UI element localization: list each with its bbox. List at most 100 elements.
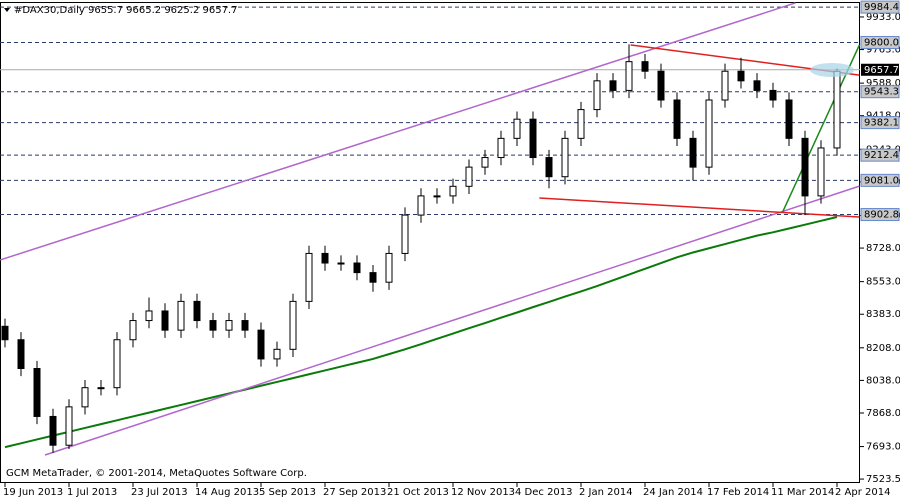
x-tick-label: 27 Sep 2013 bbox=[323, 487, 386, 498]
last-price-label: 9657.7 bbox=[864, 65, 899, 76]
x-tick-label: 2 Apr 2014 bbox=[835, 487, 890, 498]
level-label-box bbox=[860, 0, 900, 14]
candle-body bbox=[417, 195, 425, 216]
x-tick-label: 23 Jul 2013 bbox=[131, 487, 188, 498]
candle-body bbox=[689, 137, 697, 168]
candle-body bbox=[257, 329, 265, 360]
menu-arrow bbox=[4, 8, 10, 12]
candle-body bbox=[113, 339, 121, 389]
candle-body bbox=[209, 320, 217, 331]
candle-body bbox=[673, 99, 681, 139]
candle-body bbox=[129, 320, 137, 341]
candle-body bbox=[97, 387, 105, 390]
candle-body bbox=[817, 147, 825, 197]
candle-body bbox=[33, 368, 41, 417]
level-label: 9081.0 bbox=[864, 175, 899, 186]
candle-body bbox=[305, 252, 313, 302]
candle-body bbox=[481, 157, 489, 168]
candle-body bbox=[625, 61, 633, 91]
candle-body bbox=[801, 137, 809, 197]
x-tick-label: 1 Jul 2013 bbox=[67, 487, 117, 498]
x-tick-label: 14 Aug 2013 bbox=[195, 487, 259, 498]
x-tick-label: 12 Nov 2013 bbox=[451, 487, 515, 498]
level-label-box bbox=[860, 85, 900, 99]
candle-body bbox=[433, 195, 441, 198]
y-tick-label: 8038.0 bbox=[866, 375, 900, 386]
candle-body bbox=[753, 80, 761, 91]
level-label-box bbox=[860, 148, 900, 162]
candle-body bbox=[657, 70, 665, 101]
footer: GCM MetaTrader, © 2001-2014, MetaQuotes … bbox=[6, 468, 307, 479]
highlight-ellipse bbox=[810, 63, 854, 77]
candle-body bbox=[65, 406, 73, 446]
candle-body bbox=[321, 252, 329, 264]
plot-frame bbox=[0, 2, 860, 483]
x-tick-label: 4 Dec 2013 bbox=[515, 487, 573, 498]
x-tick-label: 11 Mar 2014 bbox=[771, 487, 834, 498]
y-tick-label: 8553.0 bbox=[866, 277, 900, 288]
y-tick-label: 9763.0 bbox=[866, 45, 900, 56]
candle-body bbox=[337, 262, 345, 265]
candle-body bbox=[385, 252, 393, 283]
level-label-box bbox=[860, 116, 900, 130]
candle-body bbox=[193, 300, 201, 322]
candle-body bbox=[497, 137, 505, 159]
candle-body bbox=[609, 80, 617, 91]
x-tick-label: 21 Oct 2013 bbox=[387, 487, 449, 498]
candle-body bbox=[529, 118, 537, 159]
candle-body bbox=[769, 89, 777, 101]
y-tick-label: 7868.0 bbox=[866, 408, 900, 419]
candle-body bbox=[705, 99, 713, 168]
level-label: 9382.1 bbox=[864, 118, 899, 129]
candle-body bbox=[353, 262, 361, 274]
trendline bbox=[0, 2, 796, 261]
candle-body bbox=[577, 109, 585, 139]
x-tick-label: 2 Jan 2014 bbox=[579, 487, 633, 498]
candle-body bbox=[465, 166, 473, 187]
candle-body bbox=[641, 61, 649, 72]
candle-body bbox=[161, 310, 169, 331]
y-tick-label: 8383.0 bbox=[866, 309, 900, 320]
x-tick-label: 19 Jun 2013 bbox=[3, 487, 63, 498]
x-tick-label: 24 Jan 2014 bbox=[643, 487, 703, 498]
level-label: 9984.4 bbox=[864, 2, 899, 13]
moving-average bbox=[4, 216, 838, 449]
level-label: 9543.3 bbox=[864, 87, 899, 98]
candle-body bbox=[785, 99, 793, 139]
candle-body bbox=[17, 339, 25, 370]
level-label: 9212.4 bbox=[864, 150, 899, 161]
candle-body bbox=[593, 80, 601, 111]
candle-body bbox=[177, 300, 185, 331]
candle-body bbox=[273, 348, 281, 360]
candle-body bbox=[449, 185, 457, 197]
y-tick-label: 8208.0 bbox=[866, 343, 900, 354]
candle-body bbox=[49, 415, 57, 446]
candle-body bbox=[513, 118, 521, 139]
candle-body bbox=[241, 320, 249, 331]
candle-body bbox=[289, 300, 297, 350]
candle-body bbox=[401, 214, 409, 254]
candle-body bbox=[545, 157, 553, 178]
candle-body bbox=[81, 387, 89, 408]
y-tick-label: 9933.0 bbox=[866, 12, 900, 23]
x-tick-label: 17 Feb 2014 bbox=[707, 487, 769, 498]
level-label-box bbox=[860, 35, 900, 49]
x-tick-label: 5 Sep 2013 bbox=[259, 487, 316, 498]
y-tick-label: 8728.0 bbox=[866, 243, 900, 254]
trendline bbox=[44, 185, 860, 456]
level-label-box bbox=[860, 173, 900, 187]
candle-body bbox=[369, 272, 377, 283]
plot-area bbox=[0, 2, 860, 456]
last-price-box bbox=[861, 63, 899, 76]
y-tick-label: 7523.5 bbox=[866, 474, 900, 485]
candle-body bbox=[1, 325, 9, 341]
chart-title: #DAX30,Daily 9655.7 9665.2 9625.2 9657.7 bbox=[14, 5, 237, 16]
candle-body bbox=[721, 70, 729, 101]
level-label-box bbox=[860, 208, 900, 222]
trendline bbox=[539, 197, 860, 218]
candle-body bbox=[225, 320, 233, 331]
candle-body bbox=[561, 137, 569, 178]
level-label: 9800.0 bbox=[864, 37, 899, 48]
